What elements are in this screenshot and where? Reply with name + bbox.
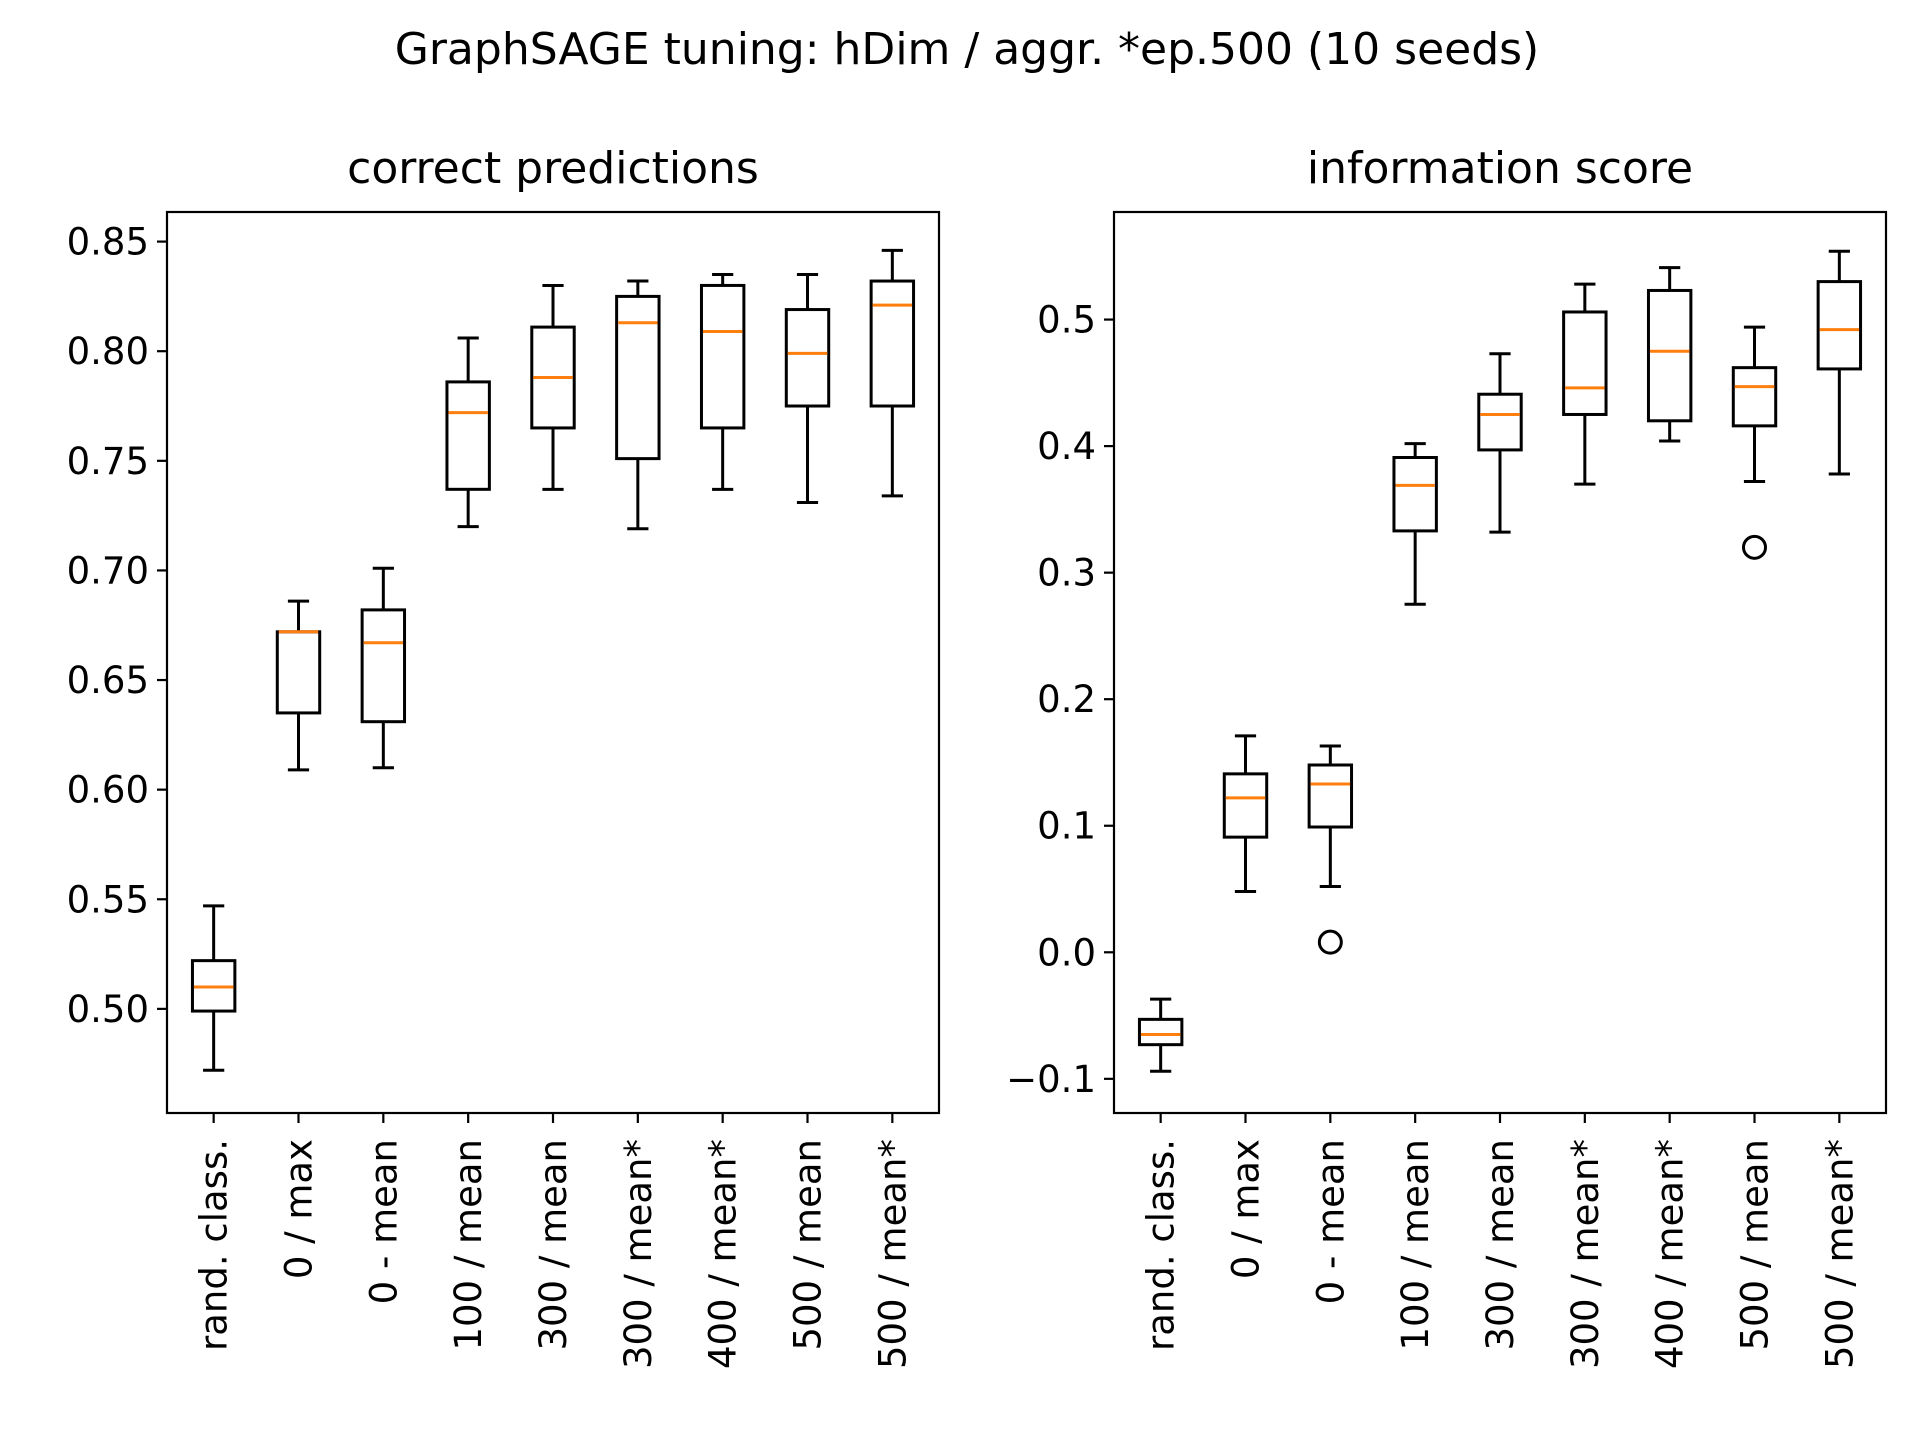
y-tick-label: 0.1 xyxy=(1037,805,1096,848)
y-tick-label: 0.5 xyxy=(1037,299,1096,342)
box-iqr xyxy=(1646,288,1693,423)
x-tick-label: 0 - mean xyxy=(1309,1139,1352,1304)
axes-frame xyxy=(165,210,941,1115)
subplot-information-score: information score −0.1 0.0 0.1 0.2 0.3 0.4 0.5… xyxy=(1006,143,1888,1369)
y-tick-label: 0.60 xyxy=(67,769,149,812)
box-1 xyxy=(1222,734,1269,894)
figure-title: GraphSAGE tuning: hDim / aggr. *ep.500 (… xyxy=(395,24,1539,75)
box-iqr xyxy=(1477,392,1523,452)
x-tick-label: 0 - mean xyxy=(362,1139,405,1304)
x-tick-label: 100 / mean xyxy=(1394,1139,1437,1351)
x-tick-label: 0 / max xyxy=(1224,1139,1267,1279)
box-2 xyxy=(360,566,407,770)
box-4 xyxy=(1477,352,1523,534)
box-7 xyxy=(1731,325,1778,560)
y-tick-label: 0.80 xyxy=(67,330,149,373)
box-7 xyxy=(784,272,831,504)
box-0 xyxy=(190,904,237,1072)
axes-frame xyxy=(1112,210,1888,1115)
box-0 xyxy=(1137,997,1184,1073)
box-iqr xyxy=(1392,455,1438,533)
box-iqr xyxy=(1307,763,1354,829)
box-iqr xyxy=(615,294,661,461)
box-5 xyxy=(615,279,661,531)
box-iqr xyxy=(530,325,576,430)
box-iqr xyxy=(360,608,407,724)
x-tick-label: 500 / mean xyxy=(1734,1139,1777,1351)
box-3 xyxy=(445,336,491,529)
outlier-point xyxy=(1742,534,1768,560)
box-iqr xyxy=(1222,772,1269,839)
outlier-point xyxy=(1317,929,1343,955)
box-iqr xyxy=(1562,310,1608,416)
x-tick-label: 100 / mean xyxy=(447,1139,490,1351)
subplot-title: information score xyxy=(1307,143,1693,194)
x-tick-label: 300 / mean xyxy=(532,1139,575,1351)
subplot-correct-predictions: correct predictions 0.50 0.55 0.60 0.65 0.70… xyxy=(67,143,941,1369)
y-tick-label: 0.50 xyxy=(67,988,149,1031)
box-iqr xyxy=(190,959,237,1013)
box-5 xyxy=(1562,282,1608,486)
y-tick-label: 0.55 xyxy=(67,878,149,921)
x-tick-label: 300 / mean* xyxy=(617,1139,660,1369)
y-tick-label: 0.0 xyxy=(1037,931,1096,974)
box-8 xyxy=(1816,249,1863,476)
x-tick-label: rand. class. xyxy=(1140,1139,1183,1351)
x-tick-label: 300 / mean xyxy=(1479,1139,1522,1351)
box-1 xyxy=(275,599,322,772)
box-8 xyxy=(869,248,916,498)
x-tick-label: 500 / mean xyxy=(787,1139,830,1351)
box-iqr xyxy=(445,380,491,491)
y-tick-label: 0.3 xyxy=(1037,552,1096,595)
x-tick-label: 500 / mean* xyxy=(1818,1139,1861,1369)
box-2 xyxy=(1307,744,1354,955)
x-tick-label: rand. class. xyxy=(193,1139,236,1351)
y-tick-label: 0.70 xyxy=(67,549,149,592)
box-iqr xyxy=(784,308,831,408)
box-iqr xyxy=(869,279,916,408)
box-4 xyxy=(530,283,576,491)
x-tick-label: 0 / max xyxy=(277,1139,320,1279)
x-tick-label: 300 / mean* xyxy=(1564,1139,1607,1369)
box-6 xyxy=(699,272,746,491)
x-tick-label: 400 / mean* xyxy=(702,1139,745,1369)
y-tick-label: 0.65 xyxy=(67,659,149,702)
y-tick-label: 0.75 xyxy=(67,440,149,483)
x-tick-label: 500 / mean* xyxy=(871,1139,914,1369)
box-iqr xyxy=(1816,280,1863,371)
y-tick-label: −0.1 xyxy=(1006,1058,1096,1101)
subplot-title: correct predictions xyxy=(347,143,759,194)
box-iqr xyxy=(699,283,746,430)
box-3 xyxy=(1392,442,1438,606)
box-iqr xyxy=(1731,366,1778,428)
box-6 xyxy=(1646,266,1693,443)
y-tick-label: 0.4 xyxy=(1037,425,1096,468)
box-iqr xyxy=(1137,1017,1184,1047)
x-tick-label: 400 / mean* xyxy=(1649,1139,1692,1369)
y-tick-label: 0.85 xyxy=(67,221,149,264)
y-tick-label: 0.2 xyxy=(1037,678,1096,721)
